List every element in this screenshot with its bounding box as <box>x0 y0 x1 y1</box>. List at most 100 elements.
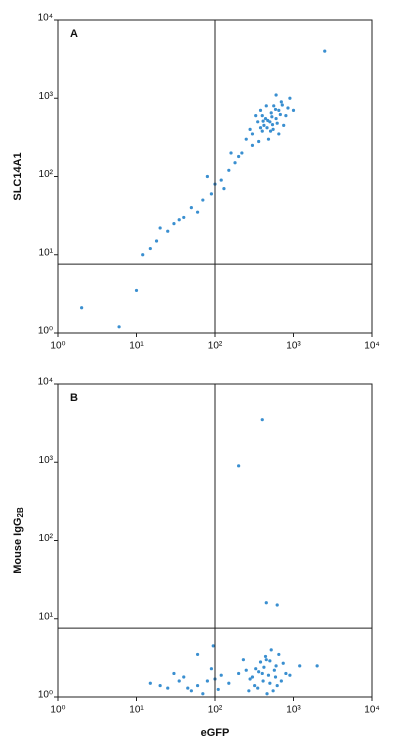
x-tick-label: 10¹ <box>129 341 144 352</box>
event-dot <box>134 288 139 293</box>
event-dot <box>263 654 268 659</box>
event-dot <box>257 139 261 144</box>
event-dot <box>280 103 284 107</box>
event-dot <box>274 93 278 97</box>
event-dot <box>195 652 200 657</box>
event-dot <box>158 683 162 688</box>
event-dot <box>148 681 152 685</box>
event-dot <box>244 668 248 672</box>
y-axis-label-text: SLC14A1 <box>12 152 24 200</box>
event-dot <box>233 161 237 165</box>
panel-label: A <box>70 28 78 40</box>
event-dot <box>227 681 231 685</box>
event-dot <box>260 129 264 133</box>
event-dot <box>166 229 170 233</box>
y-tick-label: 10³ <box>39 91 54 102</box>
x-tick-label: 10³ <box>286 705 301 716</box>
event-dot <box>250 132 255 136</box>
event-dot <box>273 675 278 679</box>
event-dot <box>274 664 278 668</box>
event-dot <box>247 689 251 693</box>
event-dot <box>264 601 268 605</box>
x-tick-label: 10⁰ <box>50 341 65 352</box>
event-dot <box>237 154 241 159</box>
event-dot <box>271 689 275 693</box>
event-dot <box>261 679 265 683</box>
event-dot <box>189 689 193 693</box>
event-dot <box>229 151 233 155</box>
event-dot <box>154 239 159 243</box>
x-tick-label: 10⁴ <box>364 341 379 352</box>
y-tick-label: 10² <box>39 169 54 180</box>
event-dot <box>216 687 220 692</box>
y-axis-label: SLC14A1 <box>12 152 24 200</box>
event-dot <box>244 137 248 141</box>
event-dot <box>264 104 268 108</box>
event-dot <box>209 192 214 196</box>
event-dot <box>269 111 273 115</box>
points <box>80 49 327 329</box>
event-dot <box>275 683 279 688</box>
event-dot <box>262 665 266 669</box>
event-dot <box>275 603 279 607</box>
x-axis-label: eGFP <box>201 727 230 739</box>
y-tick-label: 10³ <box>39 455 54 466</box>
event-dot <box>219 673 223 677</box>
x-tick-label: 10¹ <box>129 705 144 716</box>
event-dot <box>279 100 283 104</box>
event-dot <box>265 692 269 696</box>
event-dot <box>260 671 264 676</box>
x-tick-label: 10⁰ <box>50 705 65 716</box>
x-tick-label: 10² <box>208 341 223 352</box>
event-dot <box>258 108 263 112</box>
event-dot <box>268 681 272 685</box>
event-dot <box>277 652 281 657</box>
event-dot <box>275 121 279 125</box>
event-dot <box>256 120 260 124</box>
event-dot <box>205 679 209 683</box>
y-tick-label: 10⁰ <box>38 326 53 337</box>
x-tick-label: 10³ <box>286 341 301 352</box>
event-dot <box>284 671 288 676</box>
event-dot <box>278 112 282 117</box>
y-tick-label: 10⁴ <box>38 377 53 388</box>
event-dot <box>237 671 241 676</box>
event-dot <box>260 418 264 422</box>
event-dot <box>288 673 292 677</box>
event-dot <box>148 246 152 251</box>
event-dot <box>258 126 263 130</box>
event-dot <box>257 670 261 674</box>
x-tick-label: 10² <box>208 705 223 716</box>
y-axis-label-subscript: 2B <box>16 507 25 517</box>
event-dot <box>277 108 281 112</box>
event-dot <box>261 119 265 123</box>
event-dot <box>263 116 268 121</box>
event-dot <box>177 218 181 222</box>
event-dot <box>141 253 145 257</box>
event-dot <box>270 115 274 119</box>
event-dot <box>227 168 231 172</box>
event-dot <box>211 644 215 648</box>
event-dot <box>209 667 214 671</box>
event-dot <box>182 215 186 220</box>
y-tick-label: 10² <box>39 533 54 544</box>
event-dot <box>254 114 258 118</box>
event-dot <box>266 118 270 123</box>
y-tick-label: 10⁴ <box>38 13 53 24</box>
event-dot <box>266 137 271 141</box>
event-dot <box>201 692 205 696</box>
event-dot <box>186 686 190 690</box>
event-dot <box>240 151 244 155</box>
event-dot <box>189 206 193 210</box>
event-dot <box>279 679 283 683</box>
event-dot <box>172 222 176 226</box>
event-dot <box>284 114 288 118</box>
event-dot <box>271 127 275 131</box>
event-dot <box>288 96 292 100</box>
y-tick-label: 10¹ <box>39 611 54 622</box>
event-dot <box>281 661 285 665</box>
event-dot <box>172 671 176 676</box>
event-dot <box>241 658 245 662</box>
